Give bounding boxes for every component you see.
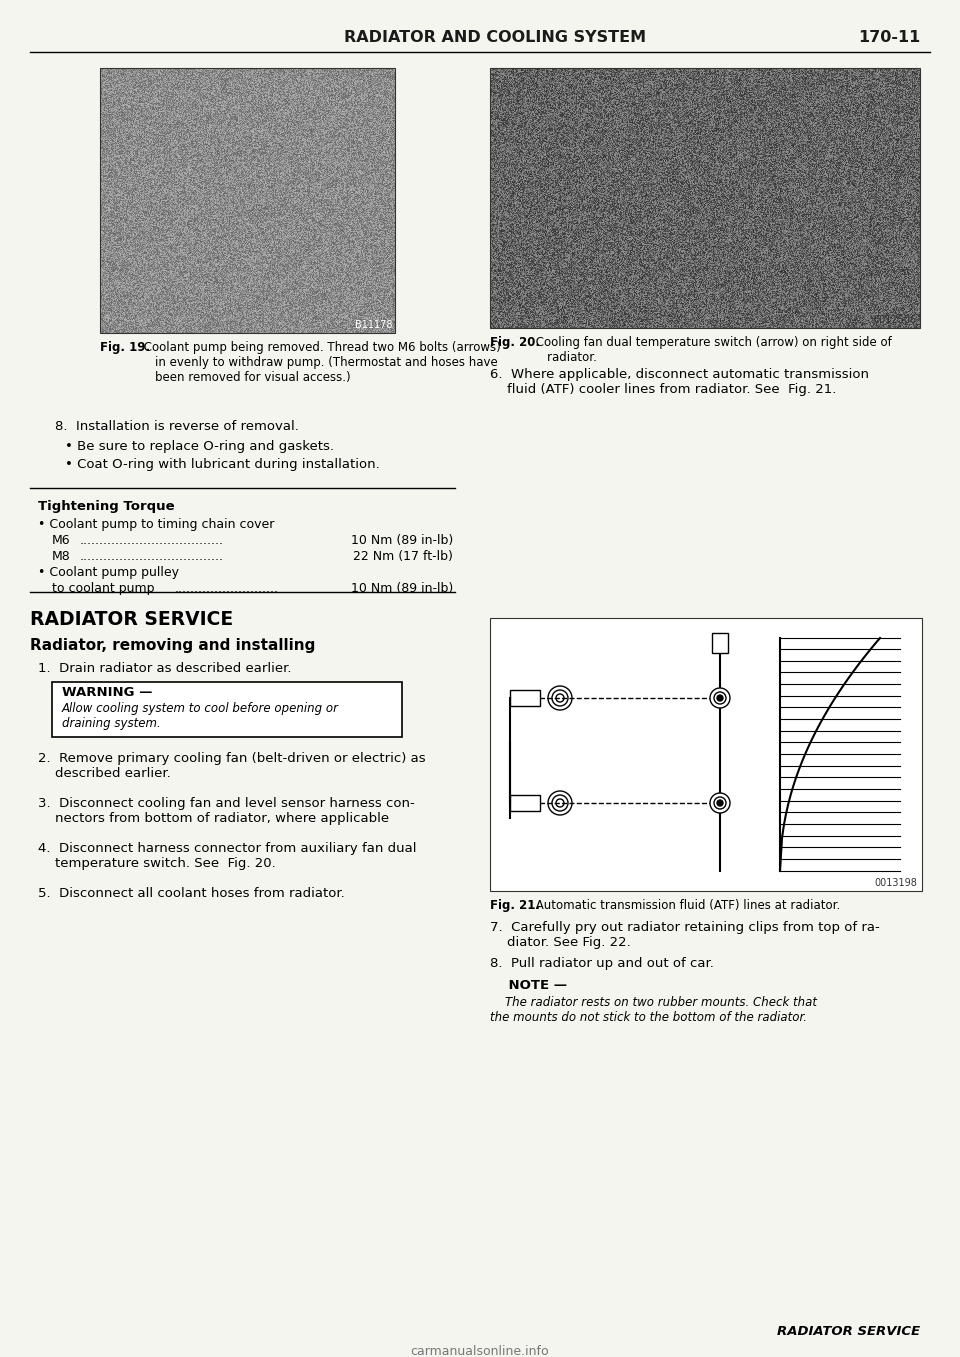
Text: 10 Nm (89 in-lb): 10 Nm (89 in-lb) [350, 582, 453, 594]
Text: Allow cooling system to cool before opening or
draining system.: Allow cooling system to cool before open… [62, 702, 339, 730]
Text: M6: M6 [52, 535, 71, 547]
Bar [52, 683, 402, 737]
Text: 7.  Carefully pry out radiator retaining clips from top of ra-
    diator. See F: 7. Carefully pry out radiator retaining … [490, 921, 879, 949]
Bar [100, 68, 395, 332]
Bar [490, 617, 922, 892]
Circle shape [710, 688, 730, 708]
Text: • Be sure to replace O-ring and gaskets.: • Be sure to replace O-ring and gaskets. [65, 440, 334, 453]
Text: • Coat O-ring with lubricant during installation.: • Coat O-ring with lubricant during inst… [65, 459, 380, 471]
Text: M8: M8 [52, 550, 71, 563]
Text: ..........................: .......................... [175, 582, 279, 594]
Text: RADIATOR SERVICE: RADIATOR SERVICE [30, 611, 233, 630]
Text: 0013198: 0013198 [875, 878, 917, 887]
Text: NOTE —: NOTE — [490, 978, 567, 992]
Text: Automatic transmission fluid (ATF) lines at radiator.: Automatic transmission fluid (ATF) lines… [532, 898, 840, 912]
Circle shape [717, 801, 723, 806]
Circle shape [717, 695, 723, 702]
Text: 8.  Installation is reverse of removal.: 8. Installation is reverse of removal. [55, 421, 299, 433]
Text: RADIATOR AND COOLING SYSTEM: RADIATOR AND COOLING SYSTEM [344, 30, 646, 45]
Text: 1.  Drain radiator as described earlier.: 1. Drain radiator as described earlier. [38, 662, 292, 674]
Text: WARNING —: WARNING — [62, 687, 153, 699]
Bar [510, 795, 540, 811]
Text: 4.  Disconnect harness connector from auxiliary fan dual
    temperature switch.: 4. Disconnect harness connector from aux… [38, 841, 417, 870]
Circle shape [714, 797, 726, 809]
Text: 22 Nm (17 ft-lb): 22 Nm (17 ft-lb) [353, 550, 453, 563]
Bar [510, 689, 540, 706]
Text: 10 Nm (89 in-lb): 10 Nm (89 in-lb) [350, 535, 453, 547]
Text: Fig. 19.: Fig. 19. [100, 341, 150, 354]
Bar [490, 68, 920, 328]
Text: 2.  Remove primary cooling fan (belt-driven or electric) as
    described earlie: 2. Remove primary cooling fan (belt-driv… [38, 752, 425, 780]
Text: 170-11: 170-11 [857, 30, 920, 45]
Text: Cooling fan dual temperature switch (arrow) on right side of
    radiator.: Cooling fan dual temperature switch (arr… [532, 337, 892, 364]
Text: RADIATOR SERVICE: RADIATOR SERVICE [777, 1324, 920, 1338]
Text: ....................................: .................................... [80, 550, 224, 563]
Text: • Coolant pump to timing chain cover: • Coolant pump to timing chain cover [38, 518, 275, 531]
Text: 0012506: 0012506 [874, 315, 917, 324]
Text: Fig. 21.: Fig. 21. [490, 898, 540, 912]
Text: 8.  Pull radiator up and out of car.: 8. Pull radiator up and out of car. [490, 957, 714, 970]
Text: Tightening Torque: Tightening Torque [38, 499, 175, 513]
Text: ....................................: .................................... [80, 535, 224, 547]
Text: 6.  Where applicable, disconnect automatic transmission
    fluid (ATF) cooler l: 6. Where applicable, disconnect automati… [490, 368, 869, 396]
Text: carmanualsonline.info: carmanualsonline.info [411, 1345, 549, 1357]
Bar [712, 632, 728, 653]
Text: B11178: B11178 [354, 320, 392, 330]
Text: The radiator rests on two rubber mounts. Check that
the mounts do not stick to t: The radiator rests on two rubber mounts.… [490, 996, 817, 1025]
Text: 3.  Disconnect cooling fan and level sensor harness con-
    nectors from bottom: 3. Disconnect cooling fan and level sens… [38, 797, 415, 825]
Circle shape [710, 792, 730, 813]
Text: Radiator, removing and installing: Radiator, removing and installing [30, 638, 316, 653]
Text: 5.  Disconnect all coolant hoses from radiator.: 5. Disconnect all coolant hoses from rad… [38, 887, 345, 900]
Text: Coolant pump being removed. Thread two M6 bolts (arrows)
    in evenly to withdr: Coolant pump being removed. Thread two M… [140, 341, 501, 384]
Text: to coolant pump: to coolant pump [52, 582, 155, 594]
Circle shape [714, 692, 726, 704]
Text: Fig. 20.: Fig. 20. [490, 337, 540, 349]
Text: • Coolant pump pulley: • Coolant pump pulley [38, 566, 179, 579]
